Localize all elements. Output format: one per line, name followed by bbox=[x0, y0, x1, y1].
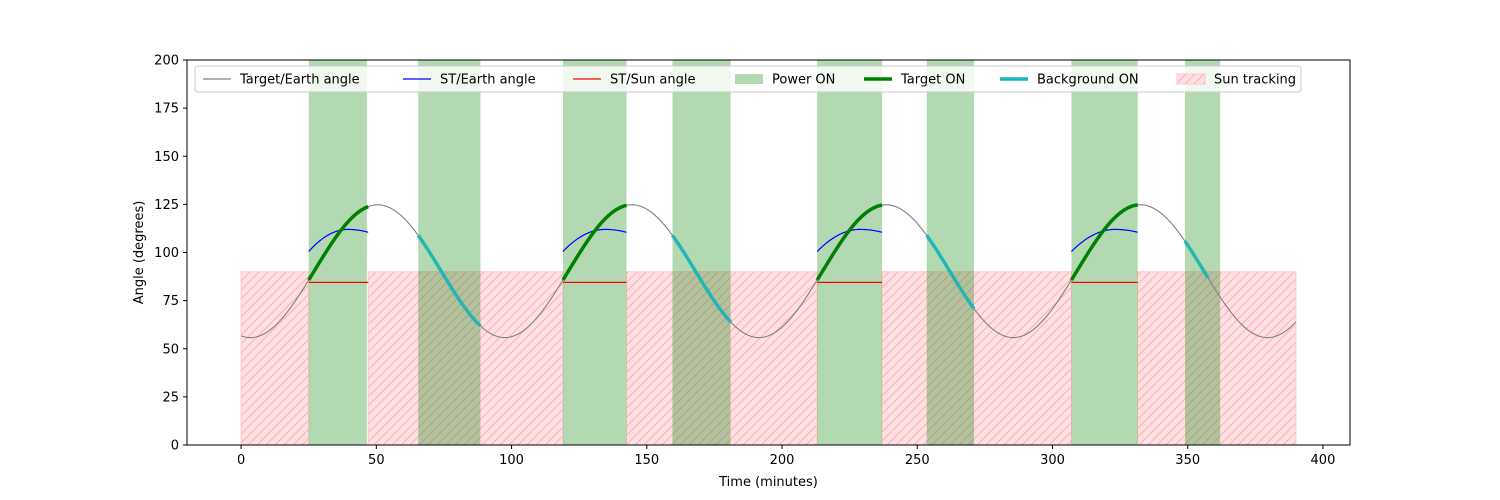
series-background-on bbox=[671, 234, 732, 324]
sun-tracking-hatch bbox=[367, 271, 564, 445]
x-tick-label: 50 bbox=[368, 453, 385, 468]
y-tick-label: 125 bbox=[154, 198, 179, 213]
legend-swatch-hatch bbox=[1177, 74, 1205, 84]
x-tick-label: 350 bbox=[1175, 453, 1200, 468]
x-tick-label: 250 bbox=[905, 453, 930, 468]
legend-item: Background ON bbox=[1000, 73, 1139, 88]
legend-label: Target ON bbox=[900, 73, 965, 88]
series-background-on bbox=[1183, 240, 1210, 279]
sun-tracking-hatch bbox=[240, 271, 310, 445]
y-tick-label: 175 bbox=[154, 102, 179, 117]
y-tick-label: 0 bbox=[171, 439, 179, 454]
x-tick-label: 300 bbox=[1040, 453, 1065, 468]
x-axis: 0 50 100 150 200 250 300 350 400 bbox=[237, 445, 1335, 468]
legend-swatch bbox=[735, 74, 763, 84]
legend-label: ST/Sun angle bbox=[610, 73, 696, 88]
x-tick-label: 150 bbox=[634, 453, 659, 468]
y-tick-label: 25 bbox=[162, 390, 179, 405]
sun-tracking-hatch bbox=[1137, 271, 1297, 445]
series-target-on bbox=[307, 204, 369, 281]
y-tick-label: 100 bbox=[154, 246, 179, 261]
x-tick-label: 400 bbox=[1311, 453, 1336, 468]
legend-item: Power ON bbox=[735, 73, 835, 88]
power-on-region bbox=[562, 60, 627, 445]
legend-label: Target/Earth angle bbox=[239, 73, 360, 88]
legend-label: ST/Earth angle bbox=[440, 73, 536, 88]
x-tick-label: 100 bbox=[499, 453, 524, 468]
x-tick-label: 0 bbox=[237, 453, 245, 468]
sun-tracking-hatch bbox=[626, 271, 818, 445]
plot-area bbox=[240, 60, 1297, 445]
legend-label: Power ON bbox=[772, 73, 835, 88]
x-tick-label: 200 bbox=[770, 453, 795, 468]
y-tick-label: 200 bbox=[154, 54, 179, 69]
series-target-on bbox=[561, 203, 627, 281]
legend-item: Target/Earth angle bbox=[203, 73, 360, 88]
series-background-on bbox=[925, 234, 976, 310]
legend: Target/Earth angle ST/Earth angle ST/Sun a… bbox=[194, 65, 1302, 93]
power-on-region bbox=[672, 60, 731, 445]
legend-label: Sun tracking bbox=[1214, 73, 1296, 88]
series-background-on bbox=[416, 234, 482, 328]
y-tick-label: 150 bbox=[154, 150, 179, 165]
legend-box bbox=[194, 65, 1302, 93]
series-target-on bbox=[1069, 203, 1138, 281]
power-on-region bbox=[1185, 60, 1221, 445]
power-on-region bbox=[817, 60, 883, 445]
legend-item: Sun tracking bbox=[1176, 73, 1296, 88]
y-tick-label: 50 bbox=[162, 342, 179, 357]
legend-item: ST/Earth angle bbox=[403, 73, 536, 88]
series-target-on bbox=[815, 203, 883, 281]
power-on-region bbox=[926, 60, 975, 445]
y-tick-label: 75 bbox=[162, 294, 179, 309]
power-on-region bbox=[418, 60, 481, 445]
y-axis-label: Angle (degrees) bbox=[132, 201, 147, 305]
power-on-region bbox=[1071, 60, 1138, 445]
sun-tracking-hatch bbox=[881, 271, 1072, 445]
legend-item: ST/Sun angle bbox=[573, 73, 696, 88]
legend-label: Background ON bbox=[1037, 73, 1139, 88]
power-on-region bbox=[308, 60, 367, 445]
legend-item: Target ON bbox=[864, 73, 965, 88]
x-axis-label: Time (minutes) bbox=[718, 475, 818, 490]
y-axis: 0 25 50 75 100 125 150 175 200 bbox=[154, 54, 187, 454]
